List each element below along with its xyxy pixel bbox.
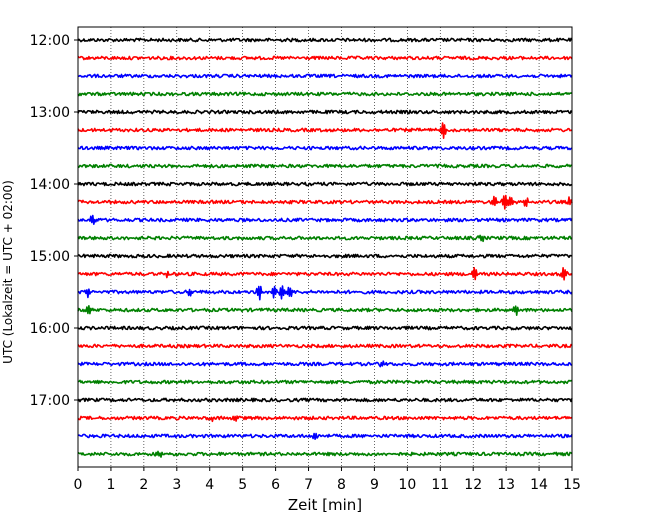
trace-line — [77, 194, 573, 210]
trace-line — [77, 234, 573, 243]
vertical-grid — [110, 27, 540, 467]
x-tick-label: 0 — [74, 477, 83, 493]
trace-line — [77, 415, 573, 423]
y-tick-label: 16:00 — [30, 321, 70, 337]
x-tick-label: 13 — [497, 477, 515, 493]
x-tick-label: 7 — [304, 477, 313, 493]
y-axis-ticks: 12:00 13:00 14:00 15:00 16:00 17:00 — [30, 33, 78, 409]
trace-line — [77, 214, 573, 225]
x-tick-label: 2 — [139, 477, 148, 493]
x-tick-label: 10 — [398, 477, 416, 493]
y-tick-label: 12:00 — [30, 33, 70, 49]
trace-line — [77, 163, 573, 169]
trace-line — [77, 397, 573, 403]
trace-line — [77, 181, 573, 187]
trace-layer — [77, 37, 573, 458]
x-tick-label: 5 — [238, 477, 247, 493]
x-tick-label: 9 — [370, 477, 379, 493]
plot-frame — [77, 26, 573, 468]
x-tick-label: 4 — [205, 477, 214, 493]
x-tick-label: 6 — [271, 477, 280, 493]
trace-line — [77, 450, 573, 458]
trace-line — [77, 122, 573, 139]
y-tick-label: 15:00 — [30, 249, 70, 265]
x-tick-label: 12 — [464, 477, 482, 493]
trace-line — [77, 109, 573, 115]
x-tick-label: 14 — [530, 477, 548, 493]
x-tick-label: 1 — [106, 477, 115, 493]
trace-line — [77, 55, 573, 61]
trace-line — [77, 253, 573, 259]
trace-line — [77, 343, 573, 349]
trace-line — [77, 37, 573, 43]
trace-line — [77, 432, 573, 440]
y-tick-label: 13:00 — [30, 105, 70, 121]
x-tick-label: 8 — [337, 477, 346, 493]
trace-line — [77, 91, 573, 97]
x-axis-ticks: 0 1 2 3 4 5 6 7 8 9 10 11 12 13 14 15 — [74, 467, 581, 493]
x-axis-label: Zeit [min] — [288, 496, 362, 514]
trace-line — [77, 325, 572, 331]
trace-line — [78, 73, 573, 79]
trace-line — [77, 379, 573, 385]
trace-line — [77, 267, 573, 281]
y-tick-label: 17:00 — [30, 393, 70, 409]
trace-line — [77, 360, 573, 368]
trace-line — [77, 145, 573, 151]
x-tick-label: 11 — [431, 477, 449, 493]
y-axis-label: UTC (Lokalzeit = UTC + 02:00) — [1, 180, 15, 364]
x-tick-label: 3 — [172, 477, 181, 493]
x-tick-label: 15 — [563, 477, 581, 493]
trace-line — [77, 305, 573, 316]
trace-line — [77, 285, 573, 301]
y-tick-label: 14:00 — [30, 177, 70, 193]
